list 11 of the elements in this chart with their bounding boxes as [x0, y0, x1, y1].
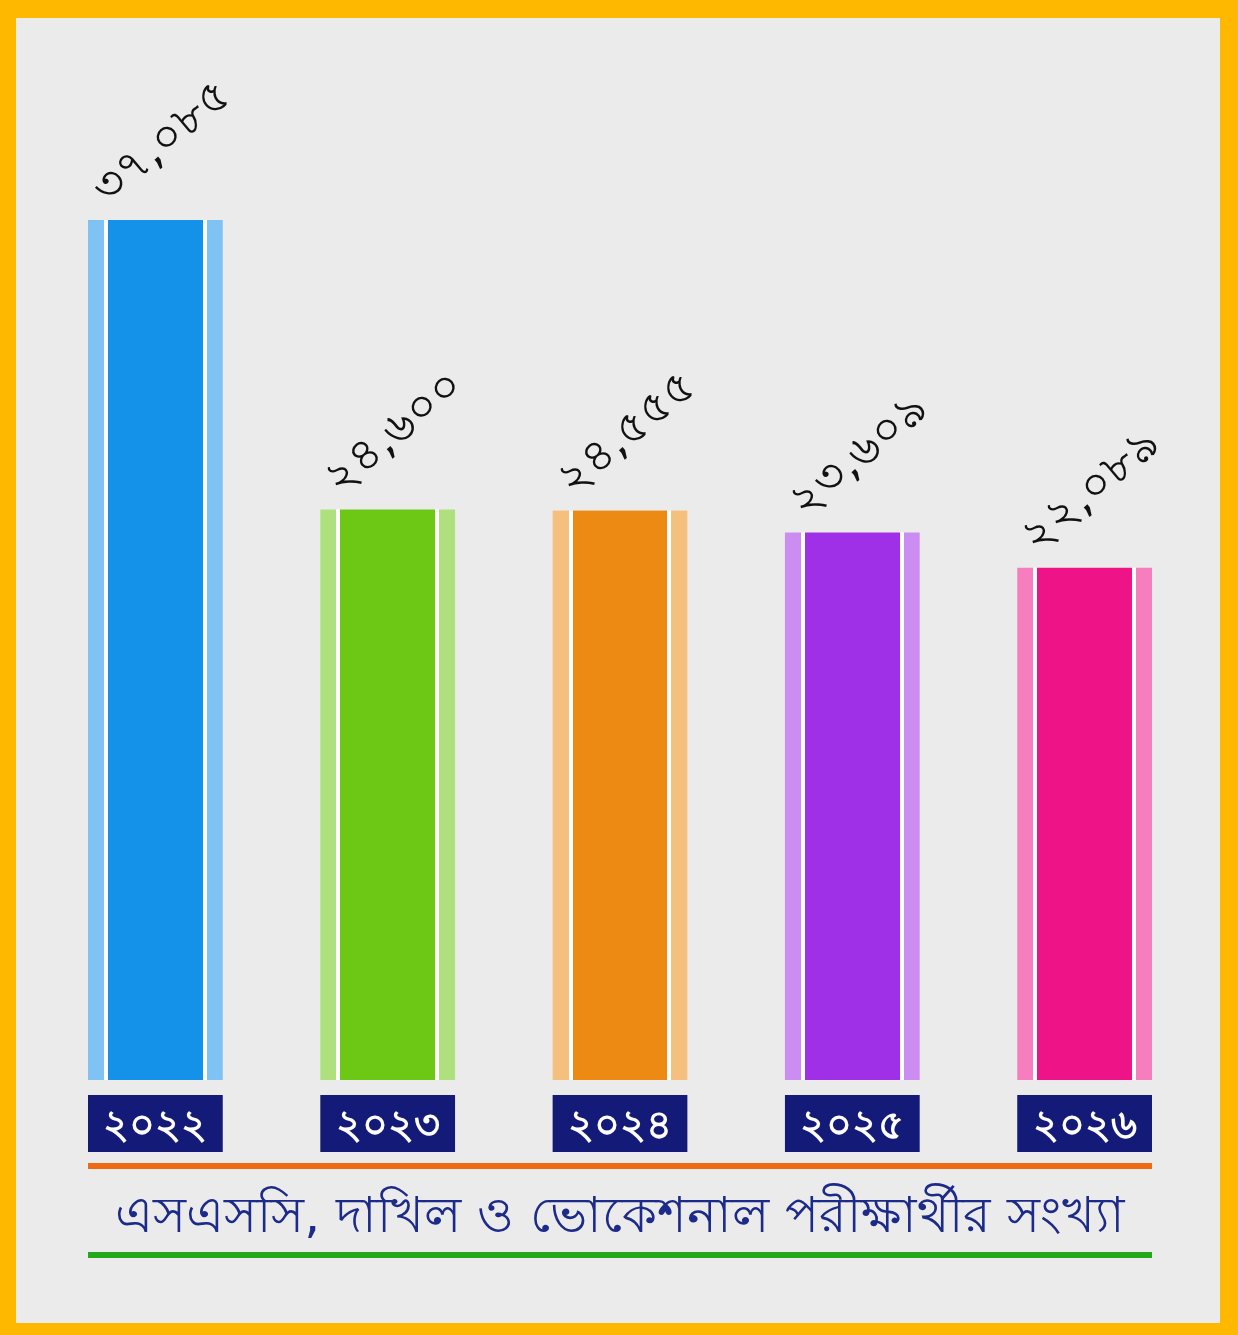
x-tick-label: ২০২৫: [800, 1101, 905, 1147]
x-tick-label: ২০২৩: [335, 1101, 440, 1147]
x-tick-label: ২০২৪: [568, 1101, 672, 1147]
text: এসএসসি, দাখিল ও ভোকেশনাল পরীক্ষার্থীর সংখ্যা: [115, 1183, 1126, 1244]
bar: [784, 532, 920, 1080]
bar: [552, 510, 688, 1080]
bar: [320, 509, 456, 1080]
bar: [1017, 567, 1152, 1080]
bar: [88, 220, 223, 1080]
x-tick-label: ২০২২: [103, 1101, 208, 1147]
x-tick-label: ২০২৬: [1032, 1101, 1137, 1147]
